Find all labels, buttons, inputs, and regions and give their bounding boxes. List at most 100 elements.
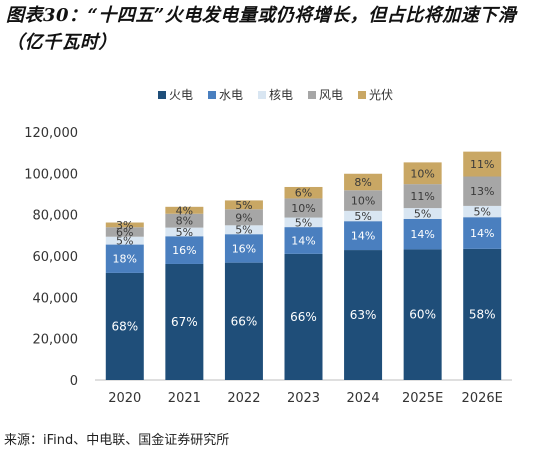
x-tick-label: 2024 xyxy=(347,391,380,406)
data-label: 68% xyxy=(111,319,138,333)
legend-swatch-4 xyxy=(358,91,366,99)
data-label: 14% xyxy=(291,234,315,247)
bar-segment xyxy=(105,272,144,380)
data-label: 11% xyxy=(410,190,434,203)
bar-segment xyxy=(284,198,323,218)
data-label: 67% xyxy=(171,315,198,329)
data-label: 18% xyxy=(113,253,137,266)
bar-segment xyxy=(403,249,442,380)
x-tick-label: 2026E xyxy=(462,391,503,406)
bar-segment xyxy=(403,184,442,209)
legend-label-1: 水电 xyxy=(219,88,243,102)
data-label: 13% xyxy=(470,185,494,198)
y-tick-label: 40,000 xyxy=(33,291,79,306)
legend-swatch-1 xyxy=(208,91,216,99)
data-label: 3% xyxy=(116,219,133,232)
data-label: 10% xyxy=(410,167,434,180)
bar-segment xyxy=(284,253,323,380)
data-label: 10% xyxy=(291,202,315,215)
bar-segment xyxy=(165,236,204,264)
x-tick-label: 2021 xyxy=(168,391,201,406)
y-tick-label: 0 xyxy=(70,374,78,389)
data-label: 66% xyxy=(290,310,317,324)
y-tick-label: 20,000 xyxy=(33,333,79,348)
bar-segment xyxy=(165,213,204,228)
bar-segment xyxy=(463,248,502,380)
y-tick-label: 100,000 xyxy=(24,167,78,182)
bar-segment xyxy=(105,222,144,228)
bar-segment xyxy=(403,162,442,185)
legend: 火电 水电 核电 风电 光伏 xyxy=(158,88,393,102)
data-label: 63% xyxy=(350,308,377,322)
data-label: 66% xyxy=(231,314,258,328)
data-label: 16% xyxy=(232,242,256,255)
bar-segment xyxy=(403,218,442,250)
bar-segment xyxy=(403,208,442,219)
data-label: 14% xyxy=(351,230,375,243)
data-label: 11% xyxy=(470,158,494,171)
bar-segment xyxy=(284,186,323,199)
data-label: 6% xyxy=(295,187,312,200)
data-label: 5% xyxy=(235,224,252,237)
data-label: 5% xyxy=(354,210,371,223)
bar-segment xyxy=(463,217,502,249)
data-label: 5% xyxy=(473,206,490,219)
bar-segment xyxy=(105,244,144,273)
x-tick-label: 2020 xyxy=(108,391,141,406)
x-tick-label: 2023 xyxy=(287,391,320,406)
data-label: 16% xyxy=(172,244,196,257)
bar-segment xyxy=(224,262,263,380)
data-label: 8% xyxy=(176,215,193,228)
bar-segment xyxy=(224,209,263,226)
legend-swatch-3 xyxy=(308,91,316,99)
bar-segment xyxy=(224,234,263,263)
bar-segment xyxy=(165,263,204,380)
chart-title: 图表30：“十四五”火电发电量或仍将增长，但占比将加速下滑（亿千瓦时） xyxy=(6,5,517,53)
y-tick-label: 80,000 xyxy=(33,209,79,224)
bar-segment xyxy=(344,190,383,211)
x-axis: 2020 2021 2022 2023 2024 2025E 2026E xyxy=(95,379,512,406)
legend-label-0: 火电 xyxy=(169,88,193,102)
data-label: 5% xyxy=(235,199,252,212)
bar-segment xyxy=(344,221,383,251)
bar-segment xyxy=(463,176,502,206)
data-label: 9% xyxy=(235,211,252,224)
legend-label-2: 核电 xyxy=(269,88,293,102)
legend-label-4: 光伏 xyxy=(369,88,393,102)
bar-segment xyxy=(344,250,383,380)
bar-segment xyxy=(224,200,263,210)
data-label: 4% xyxy=(176,204,193,217)
x-tick-label: 2022 xyxy=(227,391,260,406)
data-label: 5% xyxy=(414,208,431,221)
y-axis: 0 20,000 40,000 60,000 80,000 100,000 120,000 xyxy=(24,126,78,389)
bar-segment xyxy=(284,227,323,254)
y-tick-label: 60,000 xyxy=(33,250,79,265)
bar-segment xyxy=(463,205,502,218)
data-label: 5% xyxy=(116,235,133,248)
data-label: 5% xyxy=(295,216,312,229)
bar-segment xyxy=(344,210,383,222)
bar-segment xyxy=(284,217,323,228)
data-label: 10% xyxy=(351,195,375,208)
bar-segment xyxy=(165,227,204,237)
data-label: 58% xyxy=(469,307,496,321)
data-label: 60% xyxy=(409,308,436,322)
data-label: 8% xyxy=(354,176,371,189)
bar-segment xyxy=(224,225,263,235)
source-note: 来源：iFind、中电联、国金证券研究所 xyxy=(4,433,230,448)
bar-segment xyxy=(463,151,502,177)
bar-segment xyxy=(344,173,383,191)
legend-label-3: 风电 xyxy=(319,88,343,102)
legend-swatch-2 xyxy=(258,91,266,99)
legend-swatch-0 xyxy=(158,91,166,99)
bar-segment xyxy=(105,236,144,245)
bar-segment xyxy=(105,227,144,237)
y-tick-label: 120,000 xyxy=(24,126,78,141)
data-label: 14% xyxy=(410,228,434,241)
x-tick-label: 2025E xyxy=(402,391,443,406)
data-label: 14% xyxy=(470,227,494,240)
bars: 68%18%5%6%3%67%16%5%8%4%66%16%5%9%5%66%1… xyxy=(105,151,502,380)
data-label: 6% xyxy=(116,226,133,239)
data-label: 5% xyxy=(176,226,193,239)
